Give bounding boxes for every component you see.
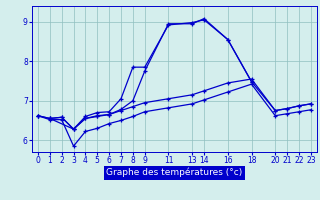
X-axis label: Graphe des températures (°c): Graphe des températures (°c) (106, 168, 243, 177)
